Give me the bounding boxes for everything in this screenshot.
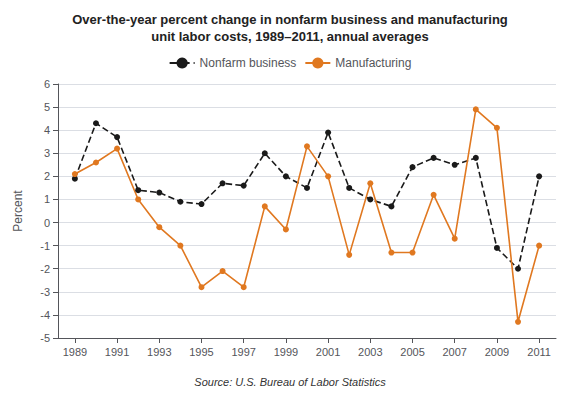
svg-text:1993: 1993 xyxy=(147,346,171,358)
svg-text:6: 6 xyxy=(44,78,50,90)
svg-text:Percent: Percent xyxy=(11,190,25,232)
svg-text:1989: 1989 xyxy=(63,346,87,358)
svg-text:-5: -5 xyxy=(40,332,50,344)
svg-text:Source: U.S. Bureau of Labor S: Source: U.S. Bureau of Labor Statistics xyxy=(194,376,386,388)
svg-text:2007: 2007 xyxy=(442,346,466,358)
svg-text:5: 5 xyxy=(44,101,50,113)
svg-text:-2: -2 xyxy=(40,263,50,275)
svg-text:-3: -3 xyxy=(40,286,50,298)
svg-text:3: 3 xyxy=(44,147,50,159)
svg-text:unit labor costs, 1989–2011, a: unit labor costs, 1989–2011, annual aver… xyxy=(151,29,428,44)
svg-text:Over-the-year percent change i: Over-the-year percent change in nonfarm … xyxy=(72,12,508,27)
svg-text:Nonfarm business: Nonfarm business xyxy=(200,56,297,70)
svg-text:1997: 1997 xyxy=(231,346,255,358)
svg-text:1999: 1999 xyxy=(274,346,298,358)
svg-text:2001: 2001 xyxy=(316,346,340,358)
svg-text:-1: -1 xyxy=(40,240,50,252)
svg-text:4: 4 xyxy=(44,124,50,136)
svg-text:-4: -4 xyxy=(40,309,50,321)
svg-text:1991: 1991 xyxy=(105,346,129,358)
svg-text:Manufacturing: Manufacturing xyxy=(335,56,411,70)
svg-text:2011: 2011 xyxy=(527,346,551,358)
svg-text:1995: 1995 xyxy=(189,346,213,358)
svg-text:2: 2 xyxy=(44,170,50,182)
svg-text:2005: 2005 xyxy=(400,346,424,358)
svg-text:1: 1 xyxy=(44,193,50,205)
svg-text:2003: 2003 xyxy=(358,346,382,358)
svg-text:2009: 2009 xyxy=(485,346,509,358)
svg-text:0: 0 xyxy=(44,217,50,229)
